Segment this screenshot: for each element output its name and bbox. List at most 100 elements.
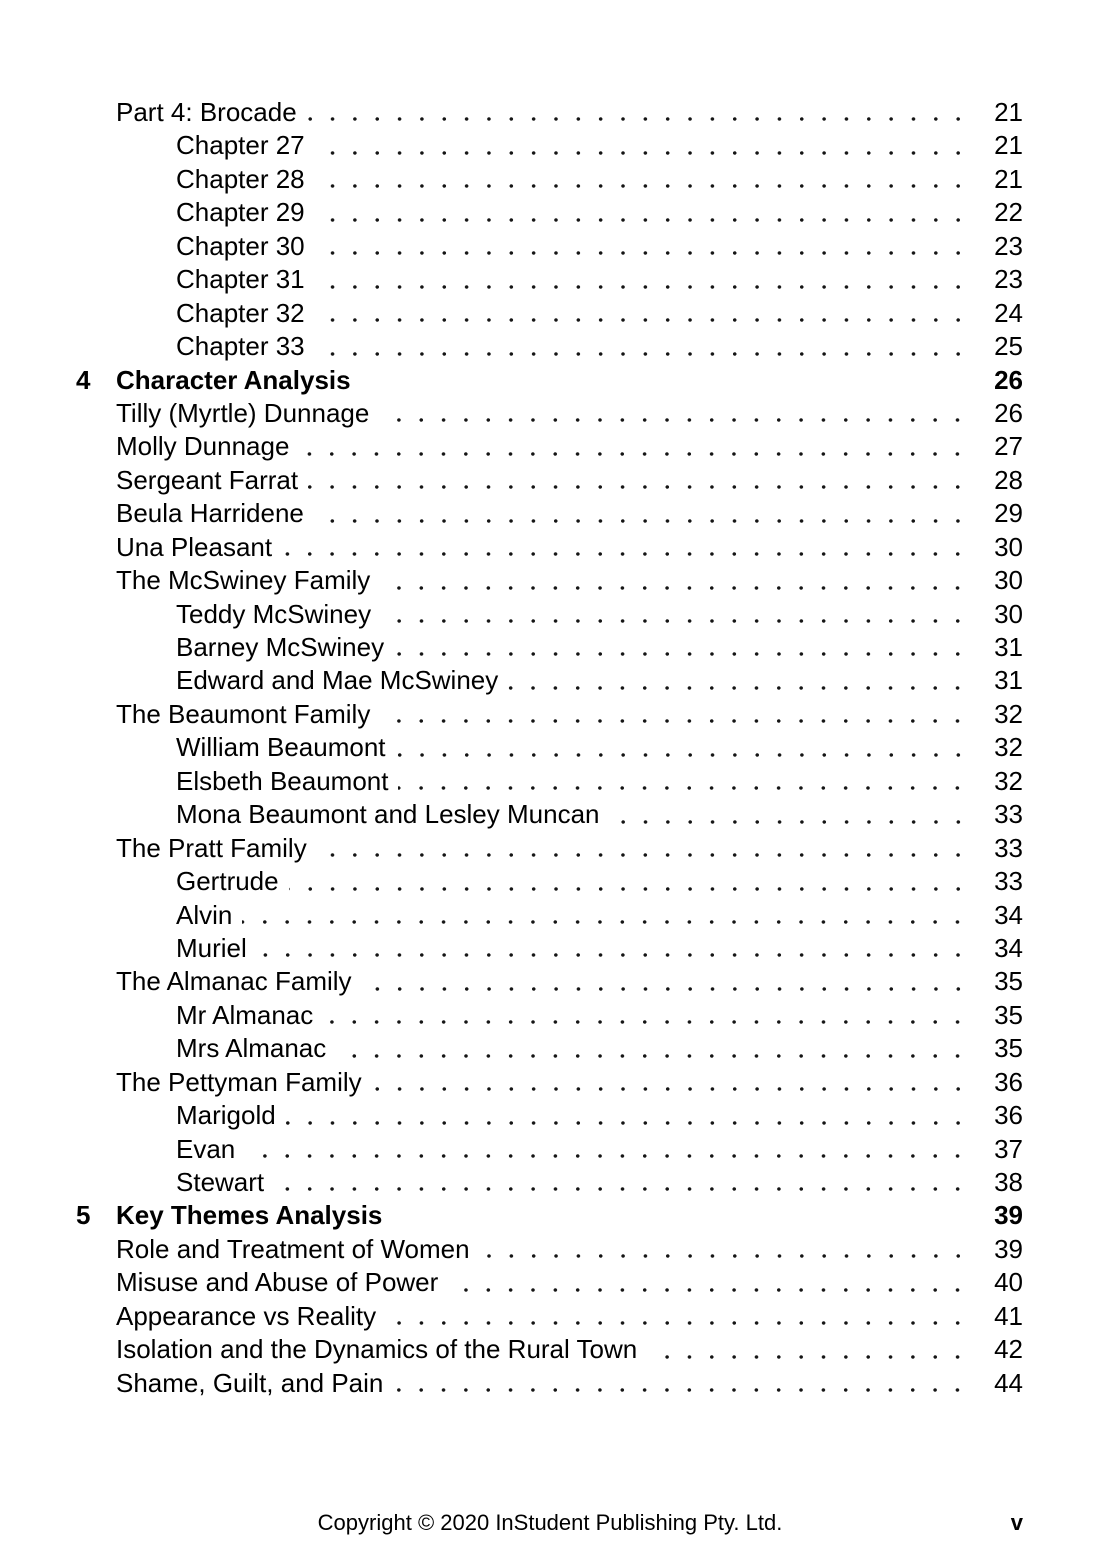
toc-entry-label: Part 4: Brocade	[116, 97, 297, 127]
toc-entry-label: Gertrude	[176, 866, 279, 897]
toc-page-number: 33	[994, 799, 1023, 830]
section-number: 5	[76, 1200, 91, 1231]
toc-leader-dots	[371, 1065, 971, 1100]
toc-leader-dots	[361, 965, 971, 999]
toc-page-number: 21	[994, 163, 1023, 194]
toc-page-number: 41	[994, 1300, 1023, 1331]
toc-page-number: 21	[994, 97, 1023, 127]
toc-page-number: 21	[994, 130, 1023, 161]
toc-entry-row: Misuse and Abuse of Power 40	[0, 1266, 1100, 1300]
toc-entry-row: Chapter 31 23	[0, 263, 1100, 297]
toc-leader-dots	[323, 998, 971, 1033]
toc-leader-dots	[299, 430, 971, 464]
toc-leader-dots	[282, 530, 971, 565]
toc-entry-row: Isolation and the Dynamics of the Rural …	[0, 1333, 1100, 1367]
toc-entry-label: Beula Harridene	[116, 498, 304, 529]
copyright-notice: Copyright © 2020 InStudent Publishing Pt…	[317, 1510, 783, 1535]
toc-leader-dots	[314, 129, 971, 163]
toc-page-number: 35	[994, 999, 1023, 1030]
toc-page-number: 26	[994, 397, 1023, 428]
toc-leader-dots	[314, 296, 971, 331]
toc-page-number: 33	[994, 866, 1023, 897]
toc-page-number: 31	[994, 632, 1023, 662]
toc-page-number: 42	[994, 1334, 1023, 1365]
toc-entry-label: Barney McSwiney	[176, 632, 385, 662]
toc-entry-label: Mr Almanac	[176, 999, 314, 1030]
toc-entry-row: Tilly (Myrtle) Dunnage 26	[0, 396, 1100, 431]
page-footer: Copyright © 2020 InStudent Publishing Pt…	[0, 1508, 1100, 1538]
toc-entry-row: The Pettyman Family 36	[0, 1065, 1100, 1100]
toc-entry-row: Barney McSwiney 31	[0, 631, 1100, 665]
toc-entry-row: Elsbeth Beaumont 32	[0, 764, 1100, 799]
toc-entry-row: Mr Almanac 35	[0, 998, 1100, 1033]
toc-page-number: 36	[994, 1066, 1023, 1097]
toc-entry-row: Muriel 34	[0, 931, 1100, 966]
toc-leader-dots	[381, 597, 971, 631]
toc-entry-label: Mrs Almanac	[176, 1033, 327, 1064]
toc-entry-row: Teddy McSwiney 30	[0, 597, 1100, 631]
toc-entry-row: The Beaumont Family 32	[0, 697, 1100, 732]
toc-entry-row: Una Pleasant 30	[0, 530, 1100, 565]
toc-leader-dots	[314, 162, 971, 197]
toc-entry-label: Chapter 32	[176, 297, 305, 328]
toc-entry-label: Chapter 29	[176, 197, 305, 228]
toc-page-number: 33	[994, 832, 1023, 863]
toc-entry-row: Mrs Almanac 35	[0, 1032, 1100, 1066]
toc-page-number: 35	[994, 966, 1023, 997]
toc-entry-label: Role and Treatment of Women	[116, 1233, 470, 1264]
toc-page-number: 29	[994, 498, 1023, 529]
toc-entry-label: Molly Dunnage	[116, 431, 290, 462]
toc-page-number: 34	[994, 899, 1023, 930]
toc-entry-row: Gertrude 33	[0, 865, 1100, 899]
toc-leader-dots	[647, 1333, 971, 1367]
toc-page-number: 26	[994, 364, 1023, 395]
toc-entry-row: Chapter 32 24	[0, 296, 1100, 331]
toc-entry-label: Mona Beaumont and Lesley Muncan	[176, 799, 600, 830]
toc-entry-label: Sergeant Farrat	[116, 464, 299, 495]
toc-page-number: 35	[994, 1033, 1023, 1064]
toc-entry-row: Chapter 28 21	[0, 162, 1100, 197]
toc-page-number: 31	[994, 665, 1023, 696]
toc-leader-dots	[314, 229, 971, 264]
toc-entry-row: The Almanac Family 35	[0, 965, 1100, 999]
toc-leader-dots	[316, 831, 971, 866]
toc-entry-row: Chapter 27 21	[0, 129, 1100, 163]
toc-entry-label: Tilly (Myrtle) Dunnage	[116, 397, 370, 428]
toc-leader-dots	[609, 798, 971, 832]
toc-entry-label: Chapter 30	[176, 230, 305, 261]
toc-entry-row: Alvin 34	[0, 898, 1100, 932]
toc-page-number: 39	[994, 1233, 1023, 1264]
toc-entry-row: William Beaumont 32	[0, 731, 1100, 765]
toc-entry-row: Marigold 36	[0, 1099, 1100, 1133]
toc-leader-dots	[395, 731, 971, 765]
toc-entry-label: Character Analysis	[116, 364, 351, 395]
toc-leader-dots	[386, 1299, 971, 1334]
toc-leader-dots	[242, 898, 971, 932]
toc-entry-row: Shame, Guilt, and Pain 44	[0, 1366, 1100, 1401]
toc-page-number: 23	[994, 230, 1023, 261]
toc-entry-row: The Pratt Family 33	[0, 831, 1100, 866]
toc-page-number: 28	[994, 464, 1023, 495]
toc-entry-row: Evan 37	[0, 1132, 1100, 1166]
toc-entry-label: Evan	[176, 1133, 236, 1164]
toc-entry-label: Una Pleasant	[116, 531, 273, 562]
toc-page-number: 36	[994, 1100, 1023, 1131]
toc-leader-dots	[380, 697, 971, 732]
toc-entry-row: Part 4: Brocade 21	[0, 96, 1100, 130]
toc-leader-dots	[274, 1166, 971, 1200]
toc-entry-label: Key Themes Analysis	[116, 1200, 383, 1231]
toc-page-number: 32	[994, 765, 1023, 796]
toc-page-number: 30	[994, 531, 1023, 562]
toc-entry-row: Appearance vs Reality 41	[0, 1299, 1100, 1334]
toc-leader-dots	[380, 564, 971, 598]
toc-page-number: 30	[994, 598, 1023, 629]
toc-leader-dots	[288, 865, 971, 899]
toc-page-number: 23	[994, 264, 1023, 295]
toc-entry-row: Beula Harridene 29	[0, 497, 1100, 531]
toc-entry-label: The Almanac Family	[116, 966, 352, 997]
section-number: 4	[76, 364, 91, 395]
toc-page-number: 32	[994, 732, 1023, 763]
folio-page-number: v	[1010, 1510, 1023, 1535]
toc-page-number: 27	[994, 431, 1023, 462]
